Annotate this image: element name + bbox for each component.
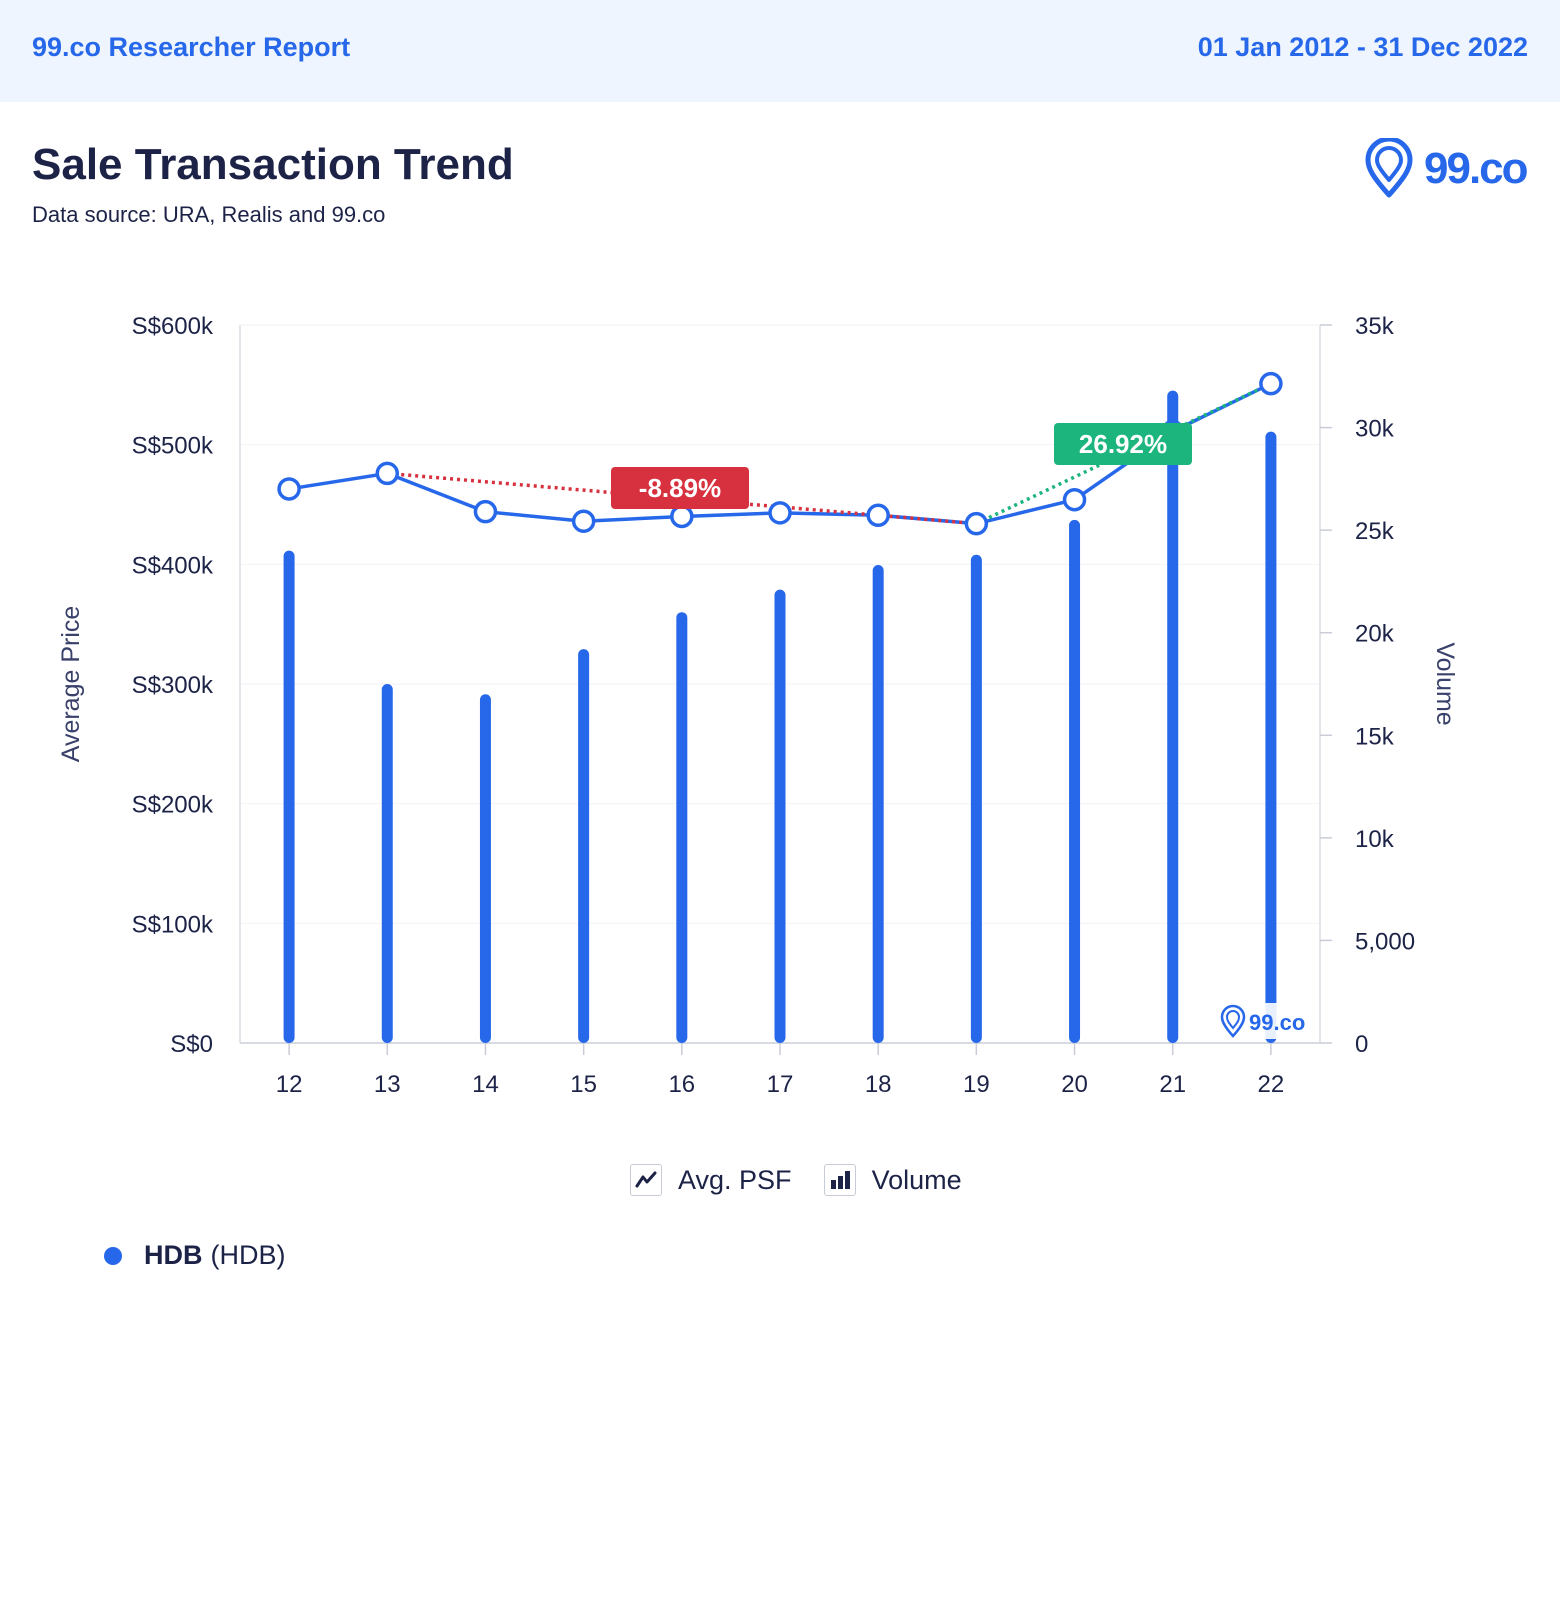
x-tick-label: 13 <box>374 1071 401 1098</box>
left-tick-label: S$100k <box>132 911 214 938</box>
badge-background <box>1054 423 1192 465</box>
right-tick-label: 30k <box>1355 416 1395 443</box>
trend-growth-badge: 26.92% <box>1054 423 1192 465</box>
series-key-detail: (HDB) <box>210 1240 286 1270</box>
volume-bar <box>479 694 491 1043</box>
avg-psf-point <box>768 501 792 525</box>
location-pin-icon <box>1365 136 1413 198</box>
avg-psf-point <box>1259 371 1283 396</box>
series-color-dot <box>104 1246 122 1265</box>
avg-psf-point <box>571 509 596 534</box>
volume-bar <box>872 565 884 1043</box>
avg-psf-point <box>866 503 890 528</box>
right-tick-label: 5,000 <box>1355 928 1415 955</box>
right-axis-title: Volume <box>1431 642 1459 725</box>
avg-psf-point <box>473 499 498 524</box>
right-tick-label: 10k <box>1355 826 1395 853</box>
report-header-bar: 99.co Researcher Report 01 Jan 2012 - 31… <box>0 0 1560 102</box>
avg-psf-point <box>375 461 400 486</box>
right-tick-label: 15k <box>1355 723 1395 750</box>
legend-label-avg-psf: Avg. PSF <box>678 1164 792 1195</box>
avg-psf-point <box>1062 487 1087 512</box>
volume-bar <box>774 589 786 1043</box>
right-tick-label: 35k <box>1355 313 1395 340</box>
line-chart-icon <box>630 1164 662 1196</box>
x-tick-label: 21 <box>1159 1071 1186 1098</box>
volume-bar <box>676 612 688 1043</box>
badge-text: 26.92% <box>1079 429 1167 459</box>
series-key-hdb: HDB (HDB) <box>104 1240 286 1271</box>
page-title: Sale Transaction Trend <box>32 140 514 189</box>
avg-psf-point <box>964 511 989 536</box>
avg-psf-point <box>277 477 301 501</box>
x-tick-label: 14 <box>472 1071 499 1098</box>
badge-background <box>611 467 749 509</box>
x-tick-label: 17 <box>767 1071 794 1098</box>
chart-legend: Avg. PSF Volume <box>630 1160 994 1200</box>
bar-chart-icon <box>823 1164 856 1196</box>
legend-item-avg-psf[interactable]: Avg. PSF <box>630 1164 792 1196</box>
logo-text: 99.co <box>1424 144 1529 193</box>
x-tick-label: 16 <box>668 1071 695 1098</box>
location-pin-icon <box>1220 1004 1246 1038</box>
left-tick-label: S$600k <box>132 313 214 340</box>
badge-text: -8.89% <box>639 473 721 503</box>
left-tick-label: S$400k <box>132 552 214 579</box>
volume-bar <box>283 550 295 1043</box>
x-tick-label: 22 <box>1258 1071 1285 1098</box>
right-tick-label: 25k <box>1355 518 1395 545</box>
x-tick-label: 18 <box>865 1071 892 1098</box>
avg-psf-point <box>670 504 694 529</box>
watermark-text: 99.co <box>1249 1010 1305 1035</box>
date-range: 01 Jan 2012 - 31 Dec 2022 <box>1197 32 1528 62</box>
left-tick-label: S$500k <box>132 433 214 460</box>
report-name: 99.co Researcher Report <box>32 32 351 62</box>
series-key-name: HDB <box>144 1240 203 1270</box>
legend-label-volume: Volume <box>871 1164 962 1195</box>
trend-decline-badge: -8.89% <box>611 467 749 509</box>
left-tick-label: S$0 <box>170 1031 213 1058</box>
volume-bar <box>1167 390 1179 1043</box>
volume-bar <box>578 649 590 1043</box>
location-pin-inner <box>1225 1010 1241 1030</box>
brand-logo: 99.co <box>1364 136 1534 202</box>
volume-bar <box>381 684 393 1043</box>
x-tick-label: 15 <box>570 1071 597 1098</box>
x-tick-label: 12 <box>276 1071 303 1098</box>
data-source-note: Data source: URA, Realis and 99.co <box>32 202 386 227</box>
sale-transaction-chart: S$0 S$100k S$200k S$300k S$400k S$500k S$600k 0… <box>57 313 1459 1098</box>
volume-bar <box>970 554 982 1043</box>
x-tick-label: 19 <box>963 1071 990 1098</box>
left-axis-title: Average Price <box>57 606 85 763</box>
volume-bar <box>1265 431 1277 1043</box>
right-tick-label: 20k <box>1355 621 1395 648</box>
legend-item-volume[interactable]: Volume <box>823 1164 962 1196</box>
left-tick-label: S$300k <box>132 672 214 699</box>
right-tick-label: 0 <box>1355 1031 1368 1058</box>
volume-bar <box>1069 519 1081 1043</box>
x-tick-label: 20 <box>1061 1071 1088 1098</box>
left-tick-label: S$200k <box>132 792 214 819</box>
chart-watermark: 99.co <box>1220 1003 1306 1039</box>
